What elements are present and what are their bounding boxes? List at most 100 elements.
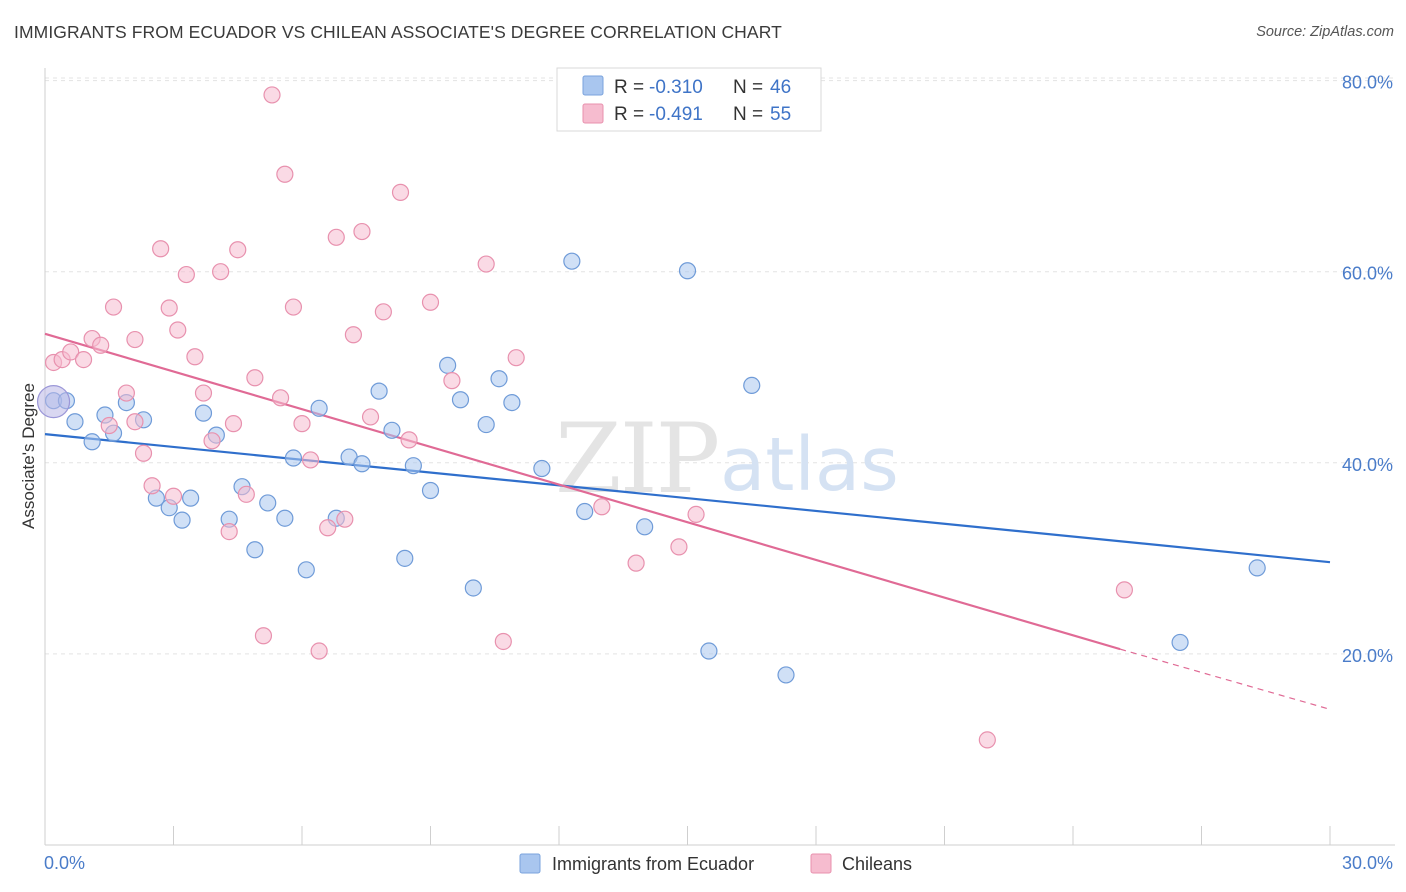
legend-swatch-ecuador [582, 75, 604, 96]
trend-line-chileans [44, 332, 1121, 651]
point-ecuador [777, 666, 795, 684]
point-chileans [477, 255, 495, 273]
point-chileans [224, 415, 243, 433]
point-chileans [400, 431, 418, 449]
point-chileans [271, 389, 290, 407]
gridlines [45, 77, 1395, 655]
point-chileans [104, 298, 123, 316]
point-chileans [507, 349, 525, 367]
point-chileans [164, 487, 183, 505]
point-ecuador [297, 561, 315, 579]
point-ecuador [404, 457, 422, 475]
point-chileans [100, 416, 118, 435]
watermark: ZIP atlas [555, 403, 899, 515]
point-ecuador [1171, 633, 1189, 652]
y-tick-label: 60.0% [1342, 264, 1393, 284]
point-chileans [246, 369, 264, 387]
point-chileans [443, 372, 461, 390]
point-chileans [194, 384, 213, 402]
bottom-legend-label-ecuador: Immigrants from Ecuador [552, 854, 754, 874]
point-ecuador [503, 394, 521, 412]
point-chileans [391, 183, 410, 201]
legend-box: R = -0.310 N = 46 R = -0.491 N = 55 [556, 67, 822, 132]
point-chileans [361, 408, 380, 426]
y-axis-label: Associate's Degree [19, 383, 38, 529]
point-chileans [117, 384, 135, 402]
point-chileans [134, 444, 153, 462]
point-ecuador [678, 262, 697, 280]
point-ecuador [383, 421, 401, 439]
point-chileans [212, 263, 230, 281]
point-ecuador [83, 433, 101, 451]
point-chileans [310, 642, 328, 660]
point-chileans [344, 326, 362, 344]
point-chileans [143, 477, 161, 495]
point-ecuador [563, 252, 581, 270]
trend-line-chileans-extension [1119, 648, 1331, 710]
point-ecuador [490, 370, 508, 388]
legend-r-label-2: R = [614, 104, 644, 125]
point-chileans [301, 451, 320, 469]
legend-r-value-2: -0.491 [649, 104, 703, 125]
point-chileans [353, 222, 371, 241]
point-chileans [670, 538, 688, 556]
point-chileans [494, 632, 512, 651]
point-chileans [74, 351, 93, 369]
bottom-legend-label-chileans: Chileans [842, 854, 912, 874]
point-chileans [327, 228, 345, 246]
point-ecuador [1248, 559, 1266, 577]
point-chileans [276, 165, 294, 183]
tick-labels: 20.0% 40.0% 60.0% 80.0% 0.0% 30.0% [44, 73, 1393, 873]
point-ecuador [194, 404, 213, 422]
watermark-atlas: atlas [720, 422, 899, 508]
x-tick-label-max: 30.0% [1342, 853, 1393, 873]
point-chileans [978, 731, 996, 749]
bottom-legend-swatch-ecuador [519, 853, 541, 874]
point-ecuador [477, 415, 495, 434]
point-ecuador [421, 481, 440, 500]
point-chileans [186, 348, 204, 366]
point-ecuador [284, 449, 303, 467]
y-tick-label: 40.0% [1342, 455, 1393, 475]
point-chileans [220, 522, 238, 541]
trend-line-ecuador [44, 433, 1331, 564]
point-chileans [229, 241, 247, 259]
data-points [36, 86, 1266, 749]
point-chileans [126, 413, 144, 431]
point-ecuador [259, 494, 277, 512]
point-ecuador [576, 502, 594, 521]
point-ecuador [276, 509, 294, 527]
source-label: Source: ZipAtlas.com [1256, 24, 1394, 40]
point-ecuador [173, 511, 191, 529]
trend-lines [44, 332, 1331, 710]
axes [44, 68, 1395, 846]
bottom-legend-swatch-chileans [810, 853, 832, 874]
point-ecuador [533, 459, 551, 478]
point-chileans [177, 265, 195, 284]
point-ecuador [464, 579, 482, 597]
point-ecuador [353, 455, 371, 473]
point-chileans [627, 554, 645, 572]
point-chileans [421, 293, 440, 311]
point-chileans [160, 299, 178, 317]
point-chileans [593, 498, 611, 516]
y-tick-label: 80.0% [1342, 73, 1393, 93]
point-chileans [203, 432, 221, 450]
point-chileans [126, 330, 144, 349]
point-chileans [687, 505, 705, 523]
point-chileans [152, 240, 170, 258]
point-chileans [319, 519, 337, 537]
point-chileans [293, 415, 311, 433]
point-ecuador [370, 382, 388, 400]
point-ecuador [700, 642, 718, 660]
point-chileans [254, 627, 273, 645]
point-chileans [169, 321, 187, 339]
x-tick-label-min: 0.0% [44, 853, 85, 873]
point-ecuador [636, 518, 654, 536]
point-chileans [336, 510, 354, 528]
legend-swatch-chileans [582, 103, 604, 124]
point-ecuador [743, 376, 761, 395]
point-chileans [62, 343, 80, 361]
bottom-legend: Immigrants from Ecuador Chileans [519, 853, 912, 874]
